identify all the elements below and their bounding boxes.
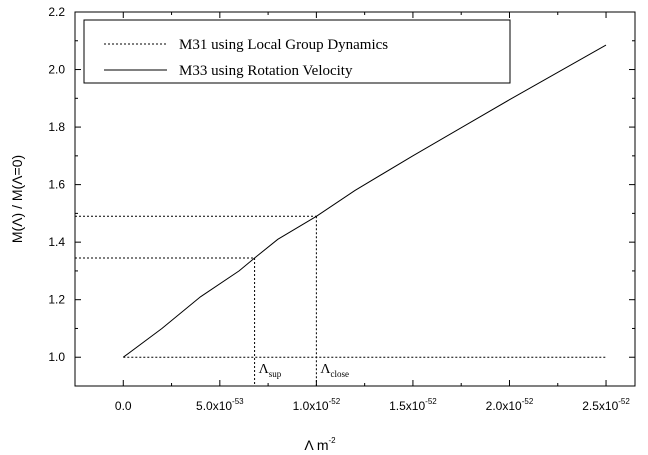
legend-label-m33: M33 using Rotation Velocity [179, 63, 353, 79]
legend-label-m31: M31 using Local Group Dynamics [179, 37, 388, 53]
x-tick-exponent: -52 [618, 397, 630, 406]
x-tick-mantissa: 5.0x10 [196, 399, 232, 413]
x-tick-label: 5.0x10-53 [196, 397, 244, 413]
annotations: Λsup Λclose [259, 362, 349, 379]
x-axis-title: Λ m-2 [304, 436, 336, 453]
annotation-main: Λ [320, 362, 331, 377]
annotation-lambda-close: Λclose [320, 362, 349, 379]
series-line-1 [123, 44, 607, 358]
x-tick-exponent: -52 [522, 397, 534, 406]
x-tick-mantissa: 1.5x10 [389, 399, 425, 413]
x-tick-label: 1.5x10-52 [389, 397, 437, 413]
annotation-sub: close [331, 369, 350, 379]
x-tick-mantissa: 2.0x10 [486, 399, 522, 413]
annotation-lambda-sup: Λsup [259, 362, 282, 379]
x-axis-title-main: Λ m [304, 437, 328, 453]
axis-ticks [75, 11, 635, 386]
legend: M31 using Local Group Dynamics M33 using… [83, 19, 511, 84]
x-tick-exponent: -52 [329, 397, 341, 406]
x-tick-label: 2.0x10-52 [486, 397, 534, 413]
y-tick-label: 1.0 [48, 350, 65, 364]
plot-frame [74, 11, 636, 387]
y-tick-label: 1.6 [48, 178, 65, 192]
x-tick-exponent: -52 [425, 397, 437, 406]
y-tick-label: 2.0 [48, 63, 65, 77]
y-tick-label: 1.2 [48, 293, 65, 307]
x-tick-exponent: -53 [232, 397, 244, 406]
x-tick-labels: 0.0 5.0x10-53 1.0x10-52 1.5x10-52 2.0x10-52 2… [115, 397, 630, 413]
y-tick-label: 1.4 [48, 235, 65, 249]
x-tick-label: 0.0 [115, 399, 132, 413]
legend-box [83, 19, 511, 84]
annotation-main: Λ [259, 362, 270, 377]
y-axis-title: M(Λ) / M(Λ=0) [9, 155, 25, 243]
x-tick-mantissa: 0.0 [115, 399, 132, 413]
dropline-guides [75, 215, 317, 386]
series-lines [123, 44, 607, 358]
x-tick-mantissa: 2.5x10 [582, 399, 618, 413]
x-tick-label: 2.5x10-52 [582, 397, 630, 413]
annotation-sub: sup [269, 369, 282, 379]
x-tick-mantissa: 1.0x10 [293, 399, 329, 413]
x-axis-title-sup: -2 [329, 436, 337, 445]
y-tick-labels: 1.0 1.2 1.4 1.6 1.8 2.0 2.2 [48, 5, 65, 364]
x-tick-label: 1.0x10-52 [293, 397, 341, 413]
y-tick-label: 2.2 [48, 5, 65, 19]
y-tick-label: 1.8 [48, 120, 65, 134]
